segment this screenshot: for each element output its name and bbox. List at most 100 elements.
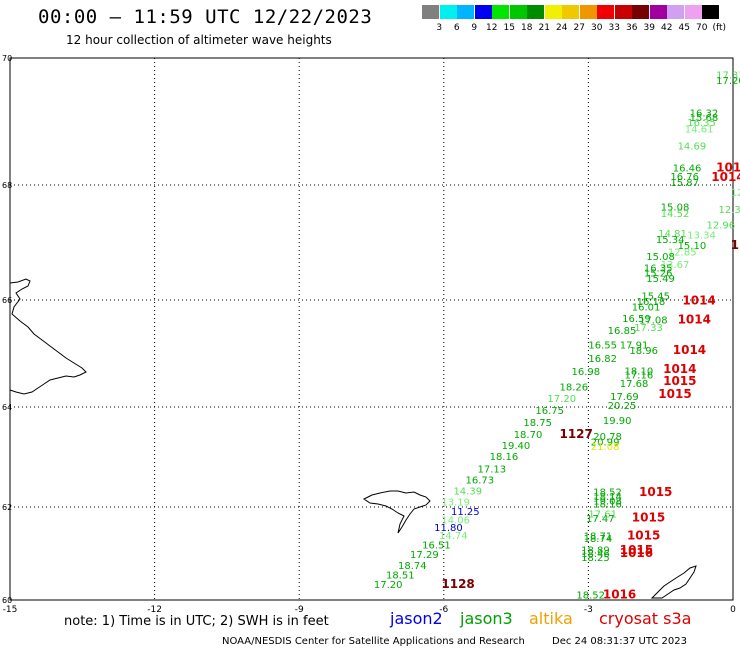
- wave-height-label: 1128: [441, 577, 474, 591]
- latitude-tick-label: 68: [2, 181, 12, 190]
- legend-swatch: [702, 5, 719, 19]
- legend-label: 24: [556, 23, 568, 33]
- legend-label: 15: [503, 23, 515, 33]
- wave-height-label: 1014: [663, 362, 696, 376]
- wave-height-label: 18.74: [584, 534, 613, 545]
- wave-height-label: 16.85: [608, 326, 637, 337]
- wave-height-label: 18.46: [581, 549, 610, 560]
- shetland-coastline: [650, 565, 697, 599]
- wave-height-label: 16.75: [535, 406, 564, 417]
- wave-height-label: 17.13: [478, 465, 507, 476]
- wave-height-label: 1014: [678, 313, 711, 327]
- legend-swatch: [649, 5, 667, 19]
- wave-height-label: 17.47: [586, 514, 615, 525]
- wave-height-label: 14.06: [441, 516, 470, 527]
- wave-height-label: 18.74: [398, 561, 427, 572]
- wave-height-label: 1127: [559, 427, 592, 441]
- wave-height-label: 1014: [716, 161, 740, 175]
- wave-height-label: 1015: [663, 374, 696, 388]
- legend-label: 21: [538, 23, 550, 33]
- wave-height-label: 1016: [620, 546, 653, 560]
- legend-swatch: [422, 5, 439, 19]
- faroe-islands-coastline: [363, 490, 431, 534]
- legend-swatch: [457, 5, 474, 19]
- legend-swatch: [562, 5, 579, 19]
- wave-height-label: 1016: [603, 588, 636, 602]
- wave-height-label: 15.34: [656, 235, 685, 246]
- satellite-label: cryosat s3a: [599, 609, 692, 628]
- coastlines: [9, 278, 697, 599]
- legend-swatch: [614, 5, 632, 19]
- legend-label: 36: [626, 23, 638, 33]
- wave-height-label: 1015: [632, 510, 665, 524]
- longitude-tick-label: -3: [584, 605, 593, 615]
- latitude-tick-label: 60: [2, 596, 12, 605]
- wave-height-label: 11.25: [451, 507, 480, 518]
- footer: NOAA/NESDIS Center for Satellite Applica…: [222, 636, 687, 647]
- wave-height-label: 17.68: [620, 379, 649, 390]
- wave-height-label: 15.87: [670, 178, 699, 189]
- longitude-tick-label: -6: [439, 605, 448, 615]
- legend-label: 12: [486, 23, 498, 33]
- wave-height-label: 18.14: [593, 492, 622, 503]
- wave-height-label: 17.91: [620, 341, 649, 352]
- units-note: note: 1) Time is in UTC; 2) SWH is in fe…: [64, 614, 329, 629]
- wave-height-label: 16.32: [690, 108, 719, 119]
- legend-label: 39: [643, 23, 655, 33]
- legend-label: 27: [573, 23, 585, 33]
- legend-swatch: [492, 5, 509, 19]
- wave-height-label: 15.68: [690, 113, 719, 124]
- legend-swatch: [527, 5, 544, 19]
- wave-height-label: 18.71: [584, 532, 613, 543]
- wave-height-label: 15.26: [644, 268, 673, 279]
- wave-height-label: 18.70: [514, 430, 543, 441]
- legend-swatch: [684, 5, 702, 19]
- wave-height-label: 16.55: [588, 341, 617, 352]
- wave-height-label: 19.40: [502, 441, 531, 452]
- legend-label: 70: [696, 23, 708, 33]
- latitude-tick-label: 64: [2, 403, 12, 412]
- wave-height-label: 16.73: [465, 476, 494, 487]
- satellite-label: jason3: [460, 609, 513, 628]
- wave-height-label: 13.34: [687, 230, 716, 241]
- wave-height-label: 1015: [627, 529, 660, 543]
- page-title: 00:00 – 11:59 UTC 12/22/2023: [38, 6, 373, 28]
- wave-height-label: 1014: [682, 293, 715, 307]
- legend-swatch: [579, 5, 597, 19]
- wave-height-label: 20.78: [593, 432, 622, 443]
- wave-height-label: 14.81: [658, 229, 687, 240]
- legend-swatch: [474, 5, 492, 19]
- wave-height-label: 17.20: [374, 580, 403, 591]
- latitude-tick-label: 70: [2, 54, 12, 63]
- satellite-label: altika: [529, 609, 573, 628]
- wave-height-label: 21.08: [591, 442, 620, 453]
- wave-height-label: 20.99: [591, 438, 620, 449]
- wave-height-label: 19.90: [603, 416, 632, 427]
- satellite-label: jason2: [390, 609, 443, 628]
- wave-height-label: 16.01: [632, 303, 661, 314]
- wave-height-label: 17.29: [410, 550, 439, 561]
- legend-unit: (ft): [712, 23, 727, 33]
- wave-height-label: 16.51: [422, 540, 451, 551]
- wave-height-label: 16.35: [687, 118, 716, 129]
- wave-height-label: 1015: [639, 485, 672, 499]
- legend-label: 33: [608, 23, 620, 33]
- wave-height-label: 18.16: [593, 499, 622, 510]
- wave-height-label: 14.39: [453, 487, 482, 498]
- wave-height-label: 16.98: [572, 367, 601, 378]
- wave-height-label: 13.67: [661, 260, 690, 271]
- wave-height-label: 16.18: [637, 297, 666, 308]
- wave-height-label: 18.52: [576, 591, 605, 602]
- wave-height-label: 18.96: [629, 346, 658, 357]
- wave-height-label: 16.82: [588, 354, 617, 365]
- credit-text: NOAA/NESDIS Center for Satellite Applica…: [222, 636, 525, 647]
- wave-height-label: 15.08: [661, 202, 690, 213]
- latitude-tick-label: 62: [2, 503, 12, 512]
- map-gridlines: [9, 57, 734, 601]
- wave-height-label: 16.46: [673, 164, 702, 175]
- legend-swatch: [544, 5, 562, 19]
- wave-height-label: 18.26: [559, 382, 588, 393]
- wave-height-label: 1014: [673, 343, 706, 357]
- wave-height-label: 18.51: [386, 571, 415, 582]
